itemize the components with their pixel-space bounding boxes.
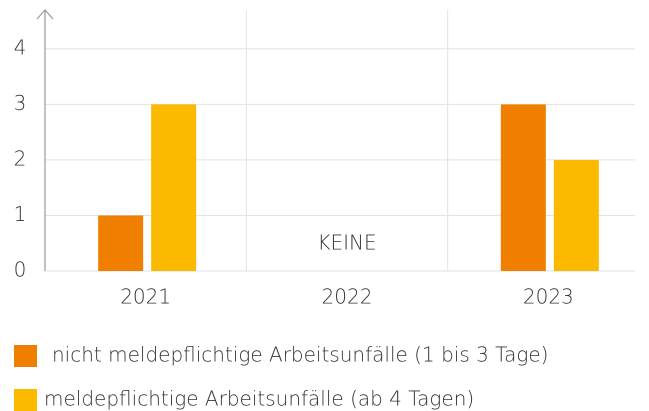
x-tick-label: 2022	[322, 285, 373, 309]
bar	[553, 159, 599, 271]
y-tick-label: 4	[14, 35, 27, 59]
bar	[98, 215, 144, 271]
y-tick-label: 3	[14, 91, 27, 115]
bar	[500, 104, 546, 271]
legend-label: meldepflichtige Arbeitsunfälle (ab 4 Tag…	[44, 387, 474, 411]
y-tick-label: 1	[14, 202, 27, 226]
annotation: KEINE	[317, 231, 376, 255]
y-tick-label: 0	[14, 258, 27, 282]
legend-label: nicht meldepflichtige Arbeitsunfälle (1 …	[52, 343, 548, 367]
legend-swatch	[14, 345, 37, 367]
legend-swatch	[14, 389, 37, 411]
y-tick-label: 2	[14, 146, 27, 170]
x-tick-label: 2023	[523, 285, 574, 309]
x-tick-label: 2021	[120, 285, 171, 309]
bar	[151, 104, 197, 271]
